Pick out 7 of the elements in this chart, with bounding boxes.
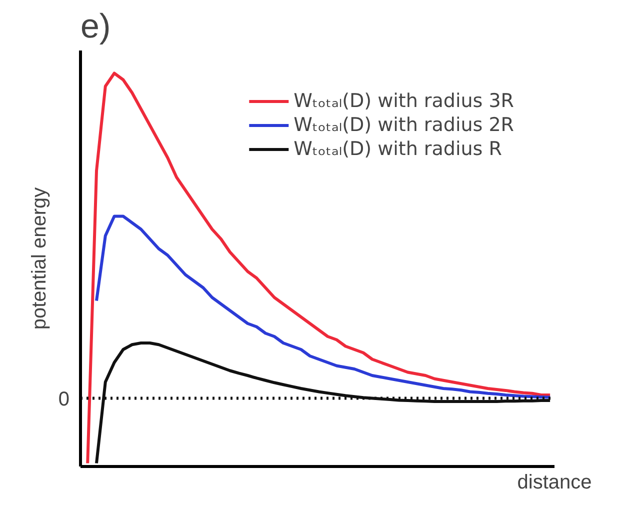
legend-label: Wₜₒₜₐₗ(D) with radius 2R xyxy=(294,114,514,136)
legend-label: Wₜₒₜₐₗ(D) with radius 3R xyxy=(294,90,514,112)
ref-line-label: 0 xyxy=(58,388,70,410)
legend-label: Wₜₒₜₐₗ(D) with radius R xyxy=(294,138,502,160)
x-axis-title: distance xyxy=(517,472,592,494)
y-axis-title: potential energy xyxy=(28,187,50,330)
chart-title: e) xyxy=(80,8,111,46)
